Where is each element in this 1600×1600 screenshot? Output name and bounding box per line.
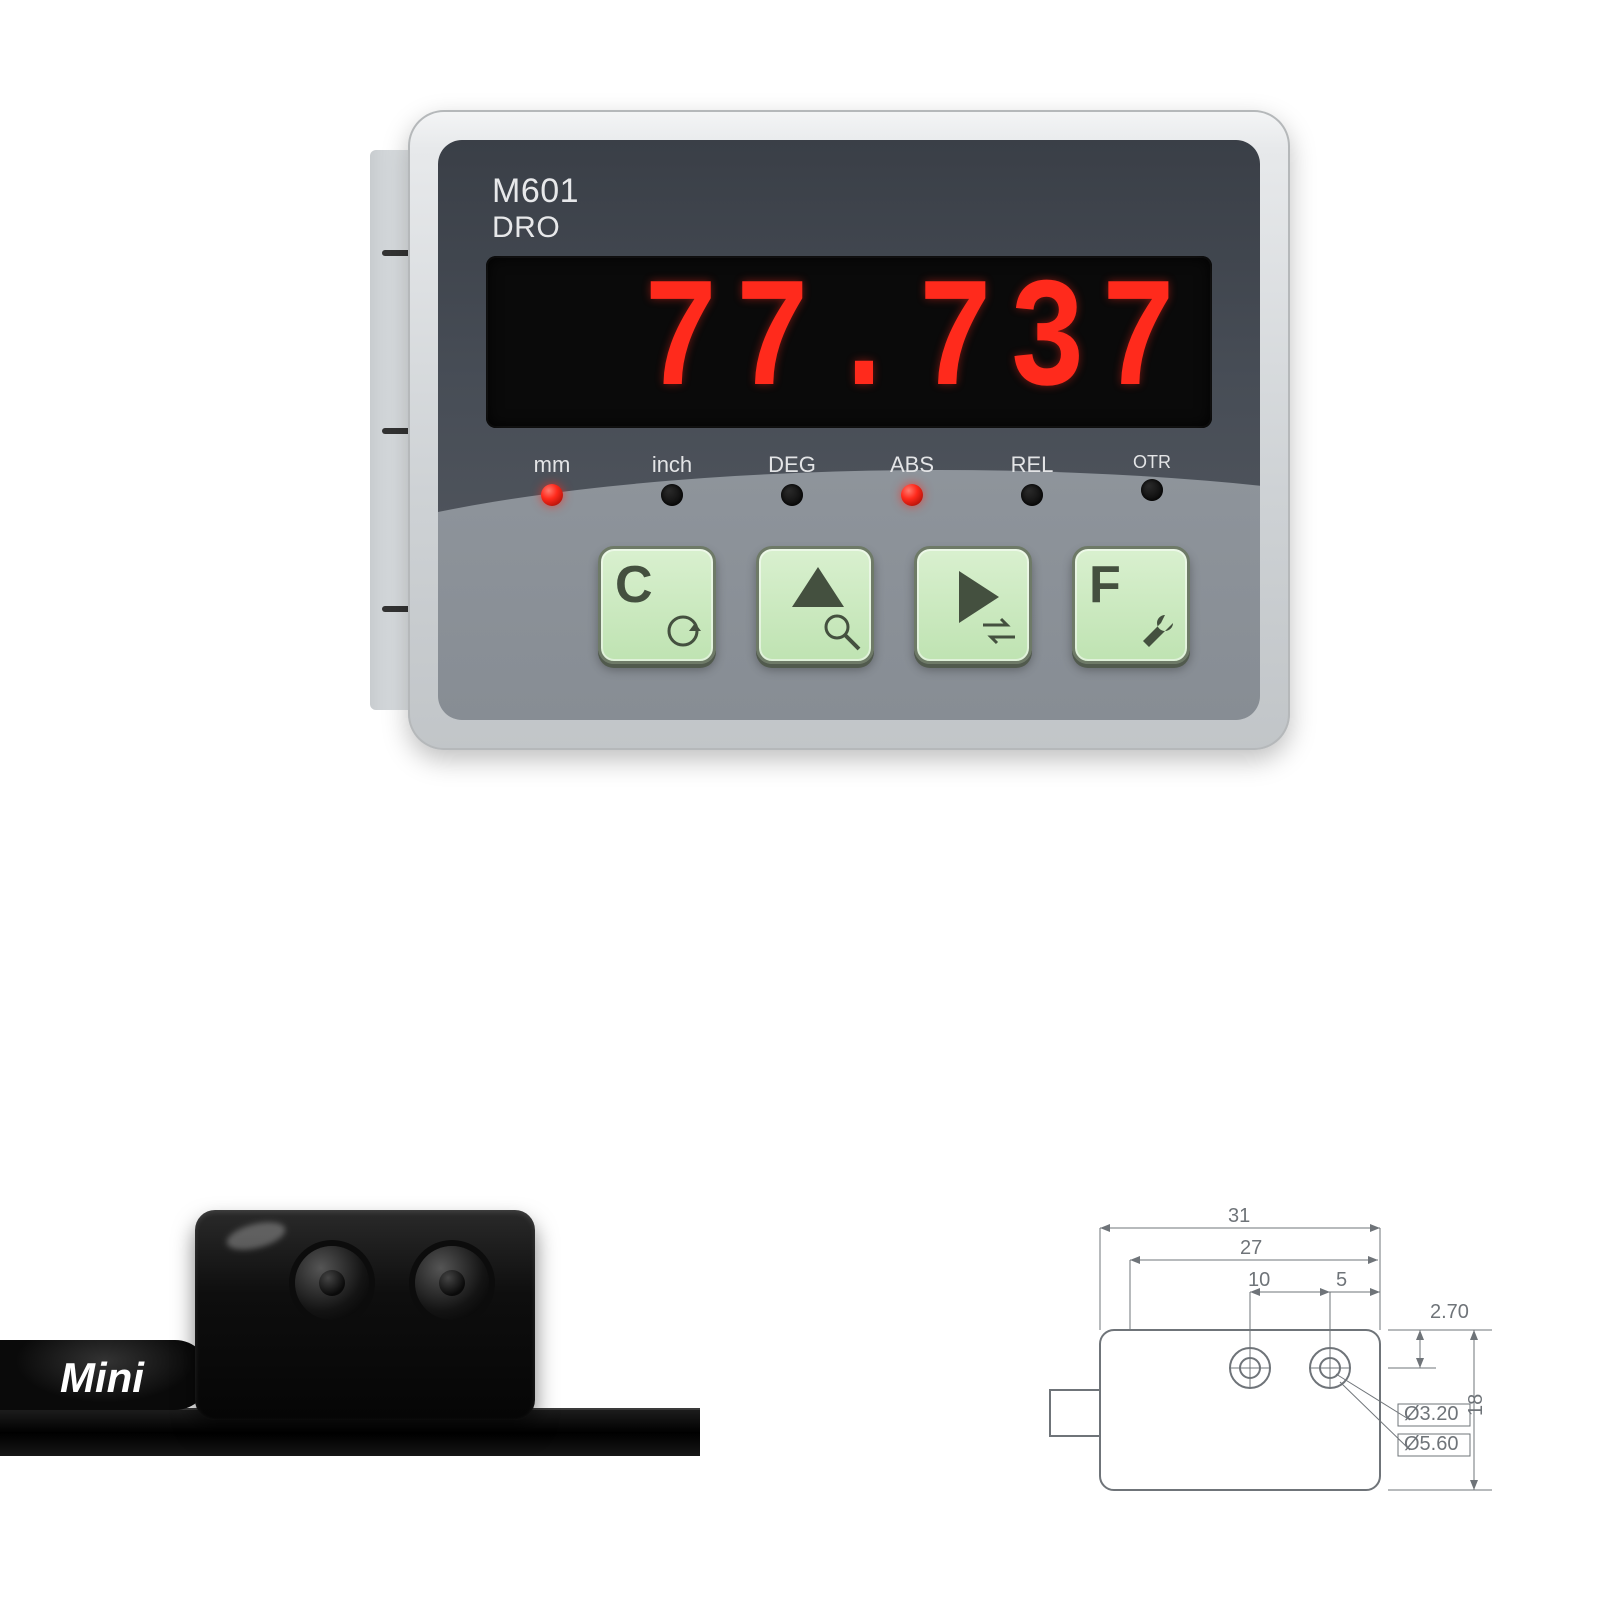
led-icon	[901, 484, 923, 506]
dim-overall-width: 31	[1228, 1205, 1250, 1227]
indicator-label: DEG	[732, 452, 852, 478]
button-row: C F	[598, 546, 1190, 664]
indicator-label: mm	[492, 452, 612, 478]
sensor-screw-icon	[295, 1246, 369, 1320]
clear-button[interactable]: C	[598, 546, 716, 664]
indicator-row: mm inch DEG ABS REL OTR	[492, 452, 1212, 506]
model-label: M601 DRO	[492, 172, 579, 246]
readout-display: 77.737	[486, 256, 1212, 428]
indicator-inch: inch	[612, 452, 732, 506]
dim-hole-span: 27	[1240, 1237, 1262, 1259]
faceplate: M601 DRO 77.737 mm inch DEG ABS	[438, 140, 1260, 720]
function-button[interactable]: F	[1072, 546, 1190, 664]
button-main-label: C	[615, 555, 653, 615]
dim-top-offset: 2.70	[1430, 1301, 1469, 1323]
sensor-assembly: Mini	[0, 1140, 700, 1560]
up-arrow-icon	[792, 567, 844, 607]
indicator-otr: OTR	[1092, 452, 1212, 506]
indicator-abs: ABS	[852, 452, 972, 506]
cycle-icon	[661, 609, 705, 653]
indicator-label: ABS	[852, 452, 972, 478]
indicator-rel: REL	[972, 452, 1092, 506]
model-number: M601	[492, 172, 579, 211]
swap-icon	[977, 609, 1021, 653]
dro-device: M601 DRO 77.737 mm inch DEG ABS	[370, 110, 1290, 750]
led-icon	[1021, 484, 1043, 506]
indicator-label: REL	[972, 452, 1092, 478]
indicator-deg: DEG	[732, 452, 852, 506]
led-icon	[541, 484, 563, 506]
search-icon	[819, 609, 863, 653]
up-button[interactable]	[756, 546, 874, 664]
dim-edge-hole: 5	[1336, 1269, 1347, 1291]
dim-hole-pitch: 10	[1248, 1269, 1270, 1291]
led-icon	[1141, 479, 1163, 501]
led-icon	[781, 484, 803, 506]
cable-label: Mini	[60, 1354, 144, 1402]
button-main-label: F	[1089, 555, 1121, 615]
indicator-mm: mm	[492, 452, 612, 506]
readout-value: 77.737	[643, 254, 1192, 431]
indicator-label: OTR	[1092, 452, 1212, 473]
dim-height: 18	[1465, 1394, 1487, 1416]
sensor-screw-icon	[415, 1246, 489, 1320]
dim-cb-dia: Ø5.60	[1404, 1433, 1458, 1455]
right-button[interactable]	[914, 546, 1032, 664]
wrench-icon	[1135, 609, 1179, 653]
dim-hole-dia: Ø3.20	[1404, 1403, 1458, 1425]
technical-drawing: 31 27 10 5 2.70 18 Ø	[990, 1180, 1510, 1520]
indicator-label: inch	[612, 452, 732, 478]
led-icon	[661, 484, 683, 506]
model-subtitle: DRO	[492, 211, 579, 246]
